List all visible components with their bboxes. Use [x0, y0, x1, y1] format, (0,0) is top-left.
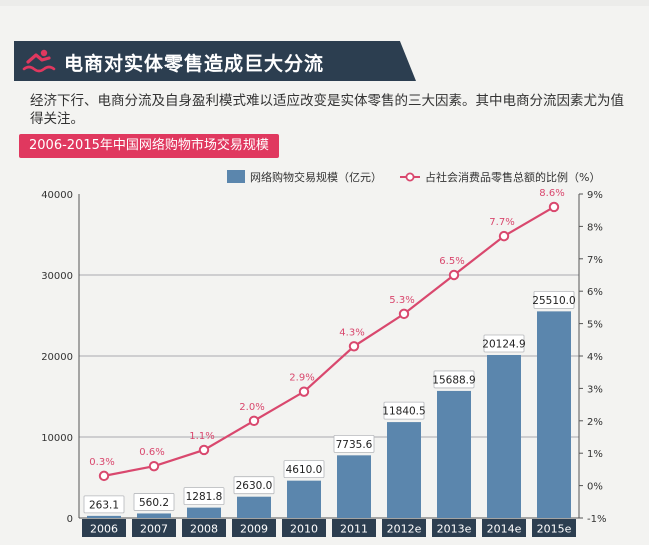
ratio-point	[398, 308, 410, 320]
legend-line-marker	[405, 172, 415, 182]
ratio-point	[498, 230, 510, 242]
bar-2012e	[387, 422, 421, 518]
legend-bar-label: 网络购物交易规模（亿元）	[250, 170, 382, 184]
ratio-value-label: 2.9%	[289, 373, 314, 384]
year-label-box	[132, 519, 176, 537]
top-rule	[0, 0, 649, 6]
ratio-point	[198, 444, 210, 456]
year-label-box	[382, 519, 426, 537]
year-label-box	[182, 519, 226, 537]
bar-value-label-box	[83, 495, 125, 514]
right-axis-tick-label: 8%	[587, 222, 603, 233]
x-tick-label: 2011	[340, 523, 368, 536]
right-axis-tick-label: 3%	[587, 384, 603, 395]
left-axis-tick-label: 0	[67, 514, 73, 525]
year-label-box	[482, 519, 526, 537]
left-axis-tick-label: 10000	[41, 433, 73, 444]
bar-value-label: 7735.6	[336, 439, 373, 451]
bar-value-label: 11840.5	[382, 406, 425, 418]
ratio-value-label: 6.5%	[439, 256, 464, 267]
chart-title: 2006-2015年中国网络购物市场交易规模	[19, 134, 279, 158]
bar-value-label: 25510.0	[532, 295, 575, 307]
bar-value-label: 20124.9	[482, 338, 525, 350]
right-axis-tick-label: 2%	[587, 417, 603, 428]
x-tick-label: 2009	[240, 523, 268, 536]
right-axis-tick-label: 4%	[587, 352, 603, 363]
ratio-value-label: 8.6%	[539, 188, 564, 199]
right-axis-tick-label: 1%	[587, 449, 603, 460]
bar-value-label-box	[333, 434, 375, 453]
bar-value-label: 4610.0	[286, 464, 323, 476]
bar-value-label: 560.2	[139, 497, 169, 509]
ratio-value-label: 7.7%	[489, 217, 514, 228]
x-tick-label: 2013e	[437, 523, 472, 536]
left-axis-tick-label: 20000	[41, 352, 73, 363]
bar-2010	[287, 480, 321, 518]
ratio-value-label: 4.3%	[339, 327, 364, 338]
bar-value-label-box	[233, 476, 275, 495]
bar-value-label: 15688.9	[432, 374, 475, 386]
ratio-point	[548, 201, 560, 213]
legend-bar-swatch	[227, 170, 245, 183]
bar-value-label-box	[533, 290, 575, 309]
right-axis-tick-label: 5%	[587, 320, 603, 331]
ratio-value-label: 5.3%	[389, 295, 414, 306]
year-label-box	[332, 519, 376, 537]
bar-2008	[187, 507, 221, 518]
right-axis-tick-label: 6%	[587, 287, 603, 298]
bar-2014e	[487, 354, 521, 518]
ratio-value-label: 0.6%	[139, 447, 164, 458]
bar-value-label: 263.1	[89, 499, 119, 511]
x-tick-label: 2010	[290, 523, 318, 536]
year-label-box	[432, 519, 476, 537]
x-tick-label: 2007	[140, 523, 168, 536]
right-axis-tick-label: 7%	[587, 255, 603, 266]
bar-2013e	[437, 390, 471, 518]
bar-2015e	[537, 311, 571, 518]
x-tick-label: 2006	[90, 523, 118, 536]
bar-value-label-box	[483, 334, 525, 353]
year-label-box	[232, 519, 276, 537]
ratio-value-label: 1.1%	[189, 431, 214, 442]
bar-value-label: 1281.8	[186, 491, 223, 503]
bar-value-label-box	[133, 493, 175, 511]
legend-line-label: 占社会消费品零售总额的比例（%）	[425, 170, 600, 184]
left-axis-tick-label: 30000	[41, 271, 73, 282]
right-axis-tick-label: 0%	[587, 482, 603, 493]
ratio-value-label: 2.0%	[239, 402, 264, 413]
bar-value-label-box	[183, 487, 225, 506]
bar-2006	[87, 515, 121, 518]
year-label-box	[82, 519, 126, 537]
ratio-point	[148, 460, 160, 472]
ratio-point	[248, 415, 260, 426]
bar-value-label-box	[283, 460, 325, 479]
bar-2007	[137, 513, 171, 518]
bar-value-label-box	[433, 370, 475, 389]
ratio-value-label: 0.3%	[89, 457, 114, 468]
page-title: 电商对实体零售造成巨大分流	[64, 53, 325, 75]
bar-2009	[237, 496, 271, 518]
x-tick-label: 2015e	[537, 523, 572, 536]
ratio-point	[298, 386, 310, 397]
right-axis-tick-label: 9%	[587, 190, 603, 201]
bar-2011	[337, 455, 371, 518]
x-tick-label: 2008	[190, 523, 218, 536]
bar-value-label: 2630.0	[236, 480, 273, 492]
bar-value-label-box	[383, 401, 425, 420]
left-axis-tick-label: 40000	[41, 190, 73, 201]
person-swimming-icon	[22, 49, 56, 73]
x-tick-label: 2014e	[487, 523, 522, 536]
intro-paragraph: 经济下行、电商分流及自身盈利模式难以适应改变是实体零售的三大因素。其中电商分流因…	[30, 93, 624, 127]
right-axis-tick-label: -1%	[587, 514, 606, 525]
ratio-point	[98, 470, 110, 482]
x-tick-label: 2012e	[387, 523, 422, 536]
ratio-point	[448, 269, 460, 281]
year-label-box	[282, 519, 326, 537]
ratio-line	[103, 206, 555, 477]
section-banner: 电商对实体零售造成巨大分流	[14, 41, 416, 81]
year-label-box	[532, 519, 576, 537]
ratio-point	[348, 341, 360, 352]
